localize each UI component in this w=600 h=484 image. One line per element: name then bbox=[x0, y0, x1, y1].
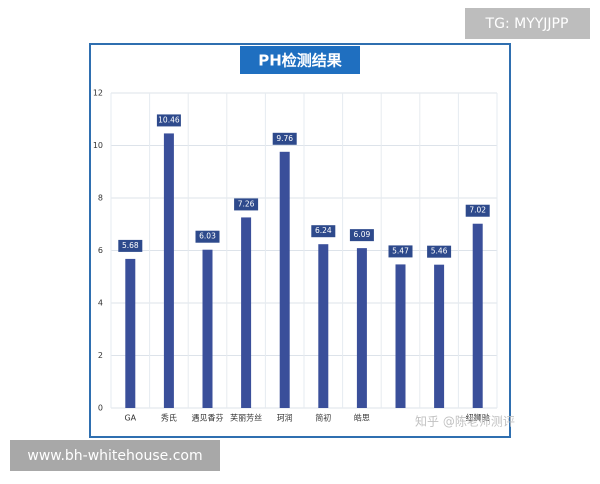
y-tick-label: 4 bbox=[98, 299, 103, 308]
chart-title: PH检测结果 bbox=[258, 52, 343, 70]
bar bbox=[202, 249, 213, 408]
bar bbox=[163, 133, 174, 409]
value-label-box bbox=[118, 239, 143, 252]
site-box bbox=[10, 440, 220, 471]
x-tick-label: 芙丽芳丝 bbox=[230, 413, 262, 423]
y-tick-label: 2 bbox=[98, 351, 103, 360]
chart-frame bbox=[89, 43, 511, 438]
value-label-box bbox=[272, 132, 297, 145]
y-tick-label: 6 bbox=[98, 246, 103, 255]
y-tick-label: 10 bbox=[93, 141, 103, 150]
bar bbox=[434, 264, 445, 408]
x-tick-label: 皓思 bbox=[354, 413, 370, 423]
value-label-box bbox=[156, 114, 181, 127]
value-label-box bbox=[388, 245, 413, 258]
value-label-box bbox=[349, 229, 374, 242]
x-tick-label: GA bbox=[124, 414, 136, 423]
value-label: 7.26 bbox=[238, 199, 255, 208]
bar bbox=[318, 244, 329, 408]
channel-label: TG: MYYJJPP bbox=[485, 16, 569, 32]
x-tick-label: 简初 bbox=[315, 413, 331, 423]
value-label: 6.24 bbox=[315, 226, 332, 235]
value-label: 6.09 bbox=[354, 230, 371, 239]
channel-box bbox=[465, 8, 590, 39]
bar bbox=[472, 223, 483, 408]
x-tick-label: 秀氏 bbox=[161, 413, 177, 423]
value-label: 5.47 bbox=[392, 246, 409, 255]
title-box bbox=[240, 46, 360, 74]
bar bbox=[356, 248, 367, 408]
value-label: 9.76 bbox=[276, 134, 293, 143]
watermark: 知乎 @陈老师测评 bbox=[415, 414, 515, 429]
x-tick-label: 珂润 bbox=[277, 413, 293, 423]
value-label-box bbox=[234, 198, 259, 211]
bar bbox=[125, 258, 136, 408]
value-label: 10.46 bbox=[158, 115, 180, 124]
bar bbox=[395, 264, 406, 408]
value-label: 6.03 bbox=[199, 232, 216, 241]
x-tick-label: 遇见香芬 bbox=[192, 413, 224, 423]
y-tick-label: 0 bbox=[98, 404, 103, 413]
value-label-box bbox=[427, 245, 452, 258]
value-label: 7.02 bbox=[469, 206, 486, 215]
bar bbox=[241, 217, 252, 408]
y-tick-label: 8 bbox=[98, 194, 103, 203]
bar bbox=[279, 151, 290, 409]
site-label: www.bh-whitehouse.com bbox=[27, 448, 202, 464]
value-label: 5.68 bbox=[122, 241, 139, 250]
value-label: 5.46 bbox=[431, 247, 448, 256]
value-label-box bbox=[311, 225, 336, 238]
y-tick-label: 12 bbox=[93, 89, 103, 98]
value-label-box bbox=[465, 204, 490, 217]
value-label-box bbox=[195, 230, 220, 243]
x-tick-label: 纽狮驰 bbox=[466, 413, 490, 423]
